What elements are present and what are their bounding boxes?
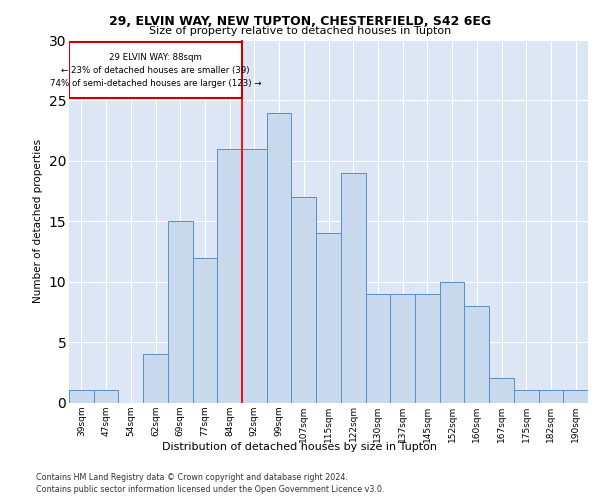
Text: Distribution of detached houses by size in Tupton: Distribution of detached houses by size … — [163, 442, 437, 452]
Bar — [539, 390, 563, 402]
Bar — [193, 258, 217, 402]
Text: Size of property relative to detached houses in Tupton: Size of property relative to detached ho… — [149, 26, 451, 36]
Bar — [94, 390, 118, 402]
Bar — [464, 306, 489, 402]
Text: Contains HM Land Registry data © Crown copyright and database right 2024.: Contains HM Land Registry data © Crown c… — [36, 472, 348, 482]
Bar — [489, 378, 514, 402]
Bar — [267, 112, 292, 403]
Bar — [168, 221, 193, 402]
Y-axis label: Number of detached properties: Number of detached properties — [33, 139, 43, 304]
FancyBboxPatch shape — [69, 42, 242, 98]
Bar — [341, 173, 365, 402]
Bar — [563, 390, 588, 402]
Bar — [242, 149, 267, 403]
Bar — [390, 294, 415, 403]
Bar — [415, 294, 440, 403]
Bar — [514, 390, 539, 402]
Bar — [440, 282, 464, 403]
Bar — [292, 197, 316, 402]
Text: Contains public sector information licensed under the Open Government Licence v3: Contains public sector information licen… — [36, 485, 385, 494]
Bar — [316, 234, 341, 402]
Bar — [69, 390, 94, 402]
Bar — [365, 294, 390, 403]
Bar — [143, 354, 168, 403]
Text: 29 ELVIN WAY: 88sqm
← 23% of detached houses are smaller (39)
74% of semi-detach: 29 ELVIN WAY: 88sqm ← 23% of detached ho… — [50, 52, 261, 88]
Text: 29, ELVIN WAY, NEW TUPTON, CHESTERFIELD, S42 6EG: 29, ELVIN WAY, NEW TUPTON, CHESTERFIELD,… — [109, 15, 491, 28]
Bar — [217, 149, 242, 403]
